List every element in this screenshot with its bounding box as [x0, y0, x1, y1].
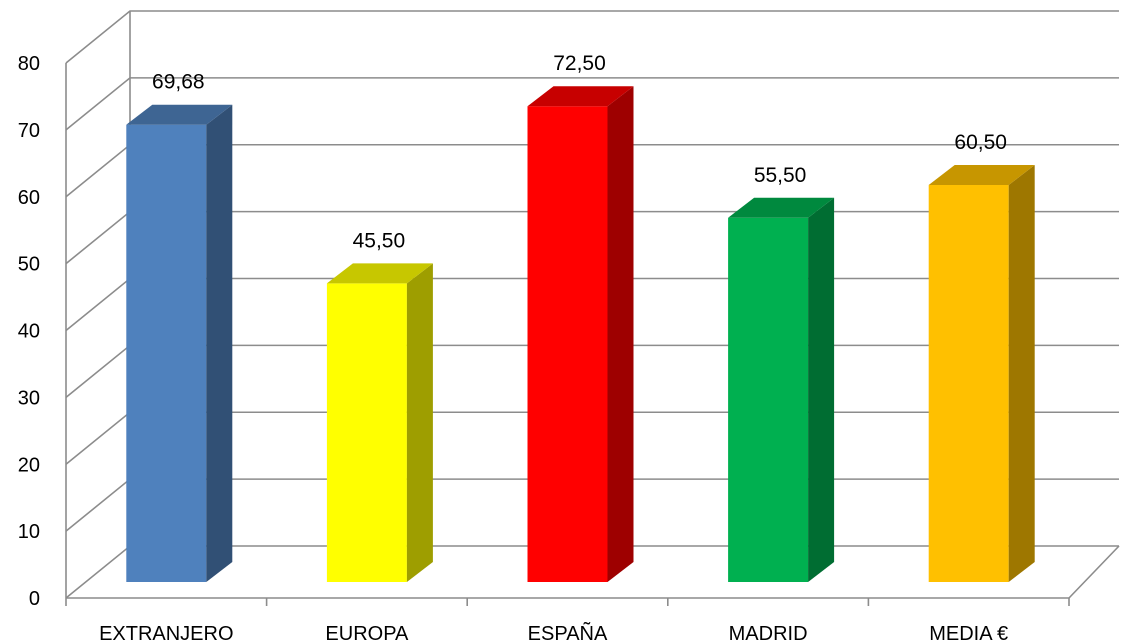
y-tick-label: 30: [18, 387, 40, 409]
y-tick-label: 0: [29, 588, 40, 610]
bar-side: [406, 263, 433, 582]
chart-labels: 0 10 20 30 40 50 60 70 80 69,68 EXTRANJERO 45,50 EUR…: [18, 52, 1008, 644]
bar: [728, 217, 809, 582]
bar: [527, 106, 608, 582]
y-tick-label: 60: [18, 187, 40, 209]
y-tick-label: 80: [18, 53, 40, 75]
data-label: 45,50: [353, 229, 406, 252]
bar-top: [326, 263, 433, 284]
data-label: 69,68: [152, 71, 205, 94]
x-category-label: MEDIA €: [929, 623, 1008, 644]
bar-top: [126, 104, 233, 125]
y-tick-label: 10: [18, 521, 40, 543]
bar: [928, 184, 1009, 582]
bar-top: [527, 86, 634, 107]
bar: [126, 124, 207, 582]
bar-top: [928, 164, 1035, 185]
data-label: 72,50: [553, 52, 606, 75]
y-tick-label: 40: [18, 321, 40, 343]
y-tick-label: 20: [18, 454, 40, 476]
bar-side: [1008, 164, 1035, 582]
bar-series: [126, 86, 1035, 582]
bar-side: [607, 86, 634, 582]
bar-top: [728, 197, 835, 218]
data-label: 60,50: [954, 131, 1007, 154]
data-label: 55,50: [754, 164, 807, 187]
y-tick-label: 50: [18, 254, 40, 276]
x-category-label: ESPAÑA: [528, 621, 608, 644]
bar-side: [808, 197, 835, 582]
bar-side: [206, 104, 233, 582]
y-tick-label: 70: [18, 120, 40, 142]
bar: [326, 283, 407, 582]
x-category-label: MADRID: [729, 623, 808, 644]
x-category-label: EXTRANJERO: [99, 623, 233, 644]
x-category-label: EUROPA: [325, 623, 409, 644]
